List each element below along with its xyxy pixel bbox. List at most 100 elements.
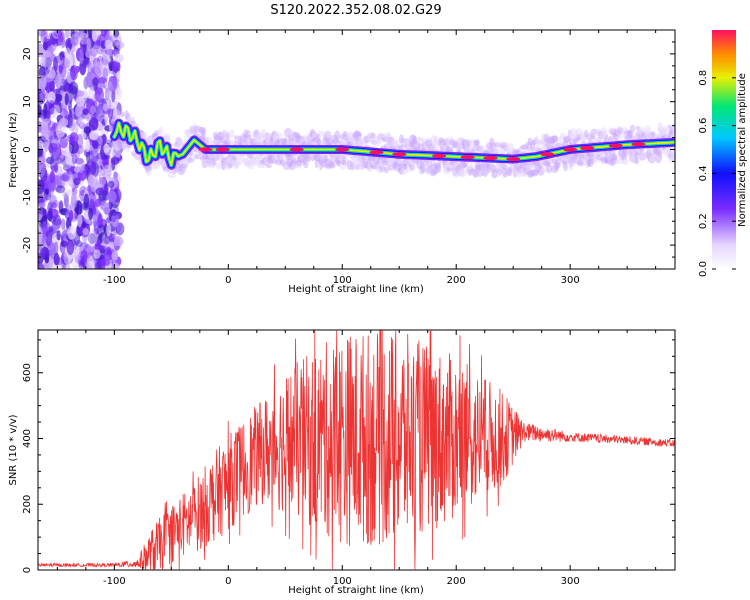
spectrogram-noise-blob (95, 106, 105, 122)
spectrogram-noise-blob (85, 148, 91, 164)
spectrogram-noise-blob (48, 207, 53, 219)
spectrogram-noise-blob (100, 177, 107, 185)
spectrogram-noise-blob (92, 140, 99, 150)
spectrogram-noise-blob (56, 175, 61, 188)
spectrogram-halo (229, 129, 235, 139)
spectrogram-noise-blob (48, 181, 57, 192)
spectrogram-noise-blob (79, 59, 87, 76)
spectrogram-noise-blob (38, 264, 45, 269)
spectrogram-noise-blob (59, 218, 66, 232)
spectrogram-noise-blob (93, 193, 98, 203)
spectrogram-noise-blob (47, 177, 56, 192)
spectrogram-noise-blob (38, 179, 45, 195)
snr-y-ticks: 0 200 400 600 (22, 339, 675, 573)
spectrogram-noise-blob (102, 103, 108, 112)
spectrogram-noise-blob (84, 138, 91, 153)
spectrogram-halo (317, 138, 322, 145)
spectrogram-halo (612, 159, 620, 165)
spectrogram-noise-blob (106, 223, 112, 237)
spectrogram-noise-blob (45, 230, 53, 246)
spectrogram-noise-blob (107, 77, 118, 92)
spectrogram-noise-blob (75, 200, 83, 216)
spectrogram-noise-blob (42, 221, 47, 235)
snr-frame (37, 329, 676, 571)
spectrogram-noise-blob (69, 132, 79, 145)
spectrogram-noise-blob (68, 81, 79, 95)
spectrogram-halo (617, 134, 624, 139)
spectrogram-halo (433, 136, 438, 145)
spectrogram-noise-blob (100, 58, 109, 71)
spectrogram-noise-blob (86, 37, 91, 52)
spectrogram-halo (245, 129, 251, 139)
spectrogram-peak (483, 155, 498, 161)
spectrogram-noise-blob (83, 193, 90, 209)
spectrogram-noise-blob (57, 30, 65, 43)
x-tick-label: 200 (447, 576, 466, 587)
spectrogram-noise-blob (44, 188, 50, 195)
spectrogram-noise-blob (86, 245, 95, 254)
spectrogram-halo (324, 130, 331, 136)
spectrogram-halo (200, 127, 206, 137)
snr-series-line (38, 330, 675, 570)
spectrogram-noise-blob (93, 249, 101, 259)
spectrogram-noise-blob (111, 60, 120, 72)
spectrogram-noise-blob (111, 262, 121, 269)
spectrogram-noise-blob (53, 30, 63, 38)
spectrogram-noise-blob (67, 92, 73, 105)
spectrogram-peak (540, 152, 555, 157)
colorbar-tick-label: 0.8 (698, 70, 709, 86)
spectrogram-noise-blob (65, 188, 73, 196)
spectrogram-noise-blob (107, 180, 115, 188)
spectrogram-noise-blob (59, 108, 68, 118)
spectrogram-peak (580, 145, 595, 151)
spectrogram-noise-blob (104, 89, 110, 97)
spectrogram-noise-blob (94, 198, 102, 207)
spectrogram-halo (409, 163, 416, 171)
spectrogram-peak (335, 147, 350, 152)
spectrogram-noise-blob (91, 30, 98, 42)
spectrogram-noise-blob (51, 139, 59, 149)
spectrogram-noise-blob (102, 164, 113, 176)
spectrogram-noise-blob (75, 240, 83, 248)
spectrogram-halo (459, 167, 467, 178)
spectrogram-noise-blob (38, 252, 44, 265)
spectrogram-noise-blob (88, 86, 95, 103)
spectrogram-noise-blob (104, 84, 110, 96)
snr-x-ticks: -100 0 100 200 300 (56, 330, 657, 587)
spectrogram-noise-blob (48, 225, 54, 233)
spectrogram-noise-blob (75, 157, 84, 165)
y-tick-label: 0 (22, 567, 33, 573)
spectrogram-peak (631, 141, 646, 147)
spectrogram-noise-blob (64, 47, 71, 60)
spectrogram-peak (432, 153, 447, 159)
spectrogram-noise-blob (59, 51, 65, 61)
spectrogram-noise-blob (103, 251, 113, 261)
y-tick-label: 400 (22, 429, 33, 448)
spectrogram-noise-blob (100, 30, 108, 37)
snr-panel: -100 0 100 200 300 0 200 400 600 Height of stra… (8, 329, 676, 596)
x-tick-label: -100 (103, 576, 126, 587)
spectrogram-halo (635, 126, 641, 131)
spectrogram-noise-blob (71, 192, 78, 209)
spectrogram-x-ticks: -100 0 100 200 300 (56, 30, 657, 286)
snr-plot-area (38, 330, 675, 570)
spectrogram-halo (205, 136, 212, 146)
spectrogram-noise-blob (56, 229, 61, 241)
spectrogram-noise-blob (107, 190, 117, 203)
spectrogram-noise-blob (96, 48, 104, 55)
spectrogram-noise-blob (53, 252, 60, 266)
spectrogram-halo (623, 157, 629, 166)
spectrogram-noise-blob (96, 224, 106, 237)
y-tick-label: 10 (22, 95, 33, 108)
x-tick-label: 300 (561, 576, 580, 587)
spectrogram-peak (392, 152, 407, 157)
spectrogram-noise-blob (45, 110, 51, 119)
spectrogram-halo (265, 164, 272, 169)
spectrogram-halo (254, 134, 262, 145)
spectrogram-noise-blob (39, 92, 44, 100)
x-tick-label: 200 (447, 275, 466, 286)
spectrogram-noise-blob (45, 77, 55, 88)
spectrogram-noise-blob (63, 192, 69, 209)
spectrogram-noise-blob (68, 209, 74, 222)
spectrogram-noise-blob (47, 120, 56, 132)
